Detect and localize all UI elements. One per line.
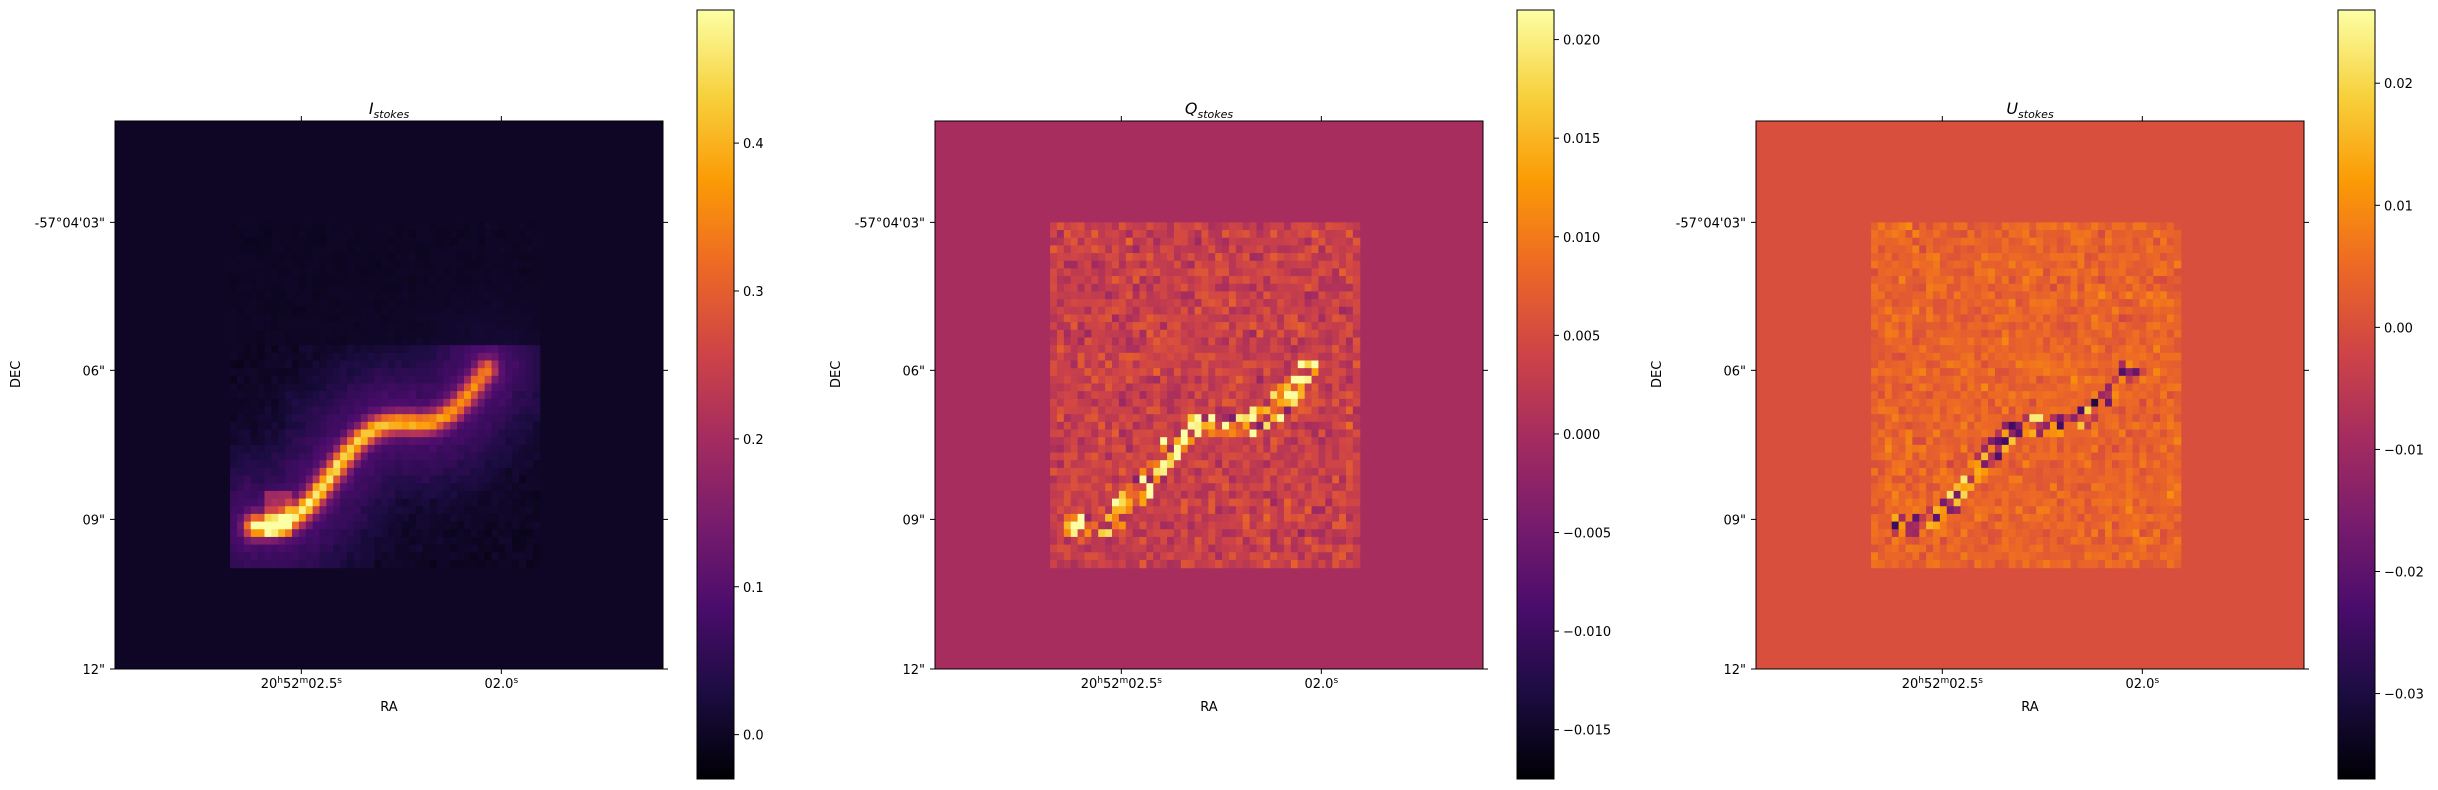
colorbar-tick-label: 0.00 [2384,321,2413,336]
y-tick-label: 12" [1723,663,1746,678]
colorbar-tick-label: 0.0 [743,729,764,744]
colorbar [1516,9,1555,780]
y-tick-label: -57°04'03" [1676,216,1746,231]
y-tick-label: 09" [1723,513,1746,528]
panel-title: Istokes [369,99,410,121]
colorbar-tick-label: 0.020 [1563,34,1600,49]
panel-u-stokes: Ustokes 20h52m02.5s 02.0s RA -57°04'03" 06" 09… [1650,9,2424,780]
y-tick-label: 12" [82,663,105,678]
y-tick-label: 09" [902,513,925,528]
y-tick-label: 06" [82,364,105,379]
colorbar-tick-label: 0.4 [743,137,764,152]
colorbar [696,9,735,780]
colorbar-tick-label: 0.015 [1563,132,1600,147]
image-pixels [1050,222,1361,569]
colorbar-tick-label: −0.01 [2384,443,2424,458]
x-tick-label: 20h52m02.5s [1902,676,1984,692]
colorbar-tick-label: 0.01 [2384,199,2413,214]
colorbar-tick-label: 0.010 [1563,231,1600,246]
axes-frame [114,120,664,670]
x-axis-label: RA [1200,700,1218,715]
x-tick-label: 02.0s [2126,676,2160,692]
image-pixels [230,222,541,569]
colorbar-tick-label: −0.02 [2384,565,2424,580]
x-tick-label: 20h52m02.5s [261,676,343,692]
y-tick-label: 09" [82,513,105,528]
y-tick-label: -57°04'03" [35,216,105,231]
x-axis-label: RA [380,700,398,715]
y-axis-label: DEC [829,361,844,388]
y-tick-label: 12" [902,663,925,678]
panel-i-stokes: Istokes 20h52m02.5s 02.0s RA -57°04'03" 06" 09… [9,9,764,780]
panel-title: Ustokes [2006,99,2054,121]
axes-frame [934,120,1484,670]
colorbar-tick-label: 0.1 [743,581,764,596]
y-tick-label: 06" [902,364,925,379]
y-axis-label: DEC [9,361,24,388]
axes-frame [1755,120,2305,670]
colorbar-tick-label: −0.005 [1563,527,1611,542]
colorbar-tick-label: 0.005 [1563,329,1600,344]
x-tick-label: 02.0s [1305,676,1339,692]
x-axis-label: RA [2021,700,2039,715]
y-tick-label: 06" [1723,364,1746,379]
colorbar-tick-label: 0.02 [2384,77,2413,92]
x-tick-label: 20h52m02.5s [1081,676,1163,692]
colorbar-tick-label: 0.2 [743,433,764,448]
colorbar-tick-label: −0.010 [1563,625,1611,640]
y-axis-label: DEC [1650,361,1665,388]
image-pixels [1871,222,2182,569]
x-tick-label: 02.0s [485,676,519,692]
colorbar-tick-label: 0.000 [1563,428,1600,443]
panel-title: Qstokes [1185,99,1234,121]
panel-q-stokes: Qstokes 20h52m02.5s 02.0s RA -57°04'03" 06" 09… [829,9,1611,780]
y-tick-label: -57°04'03" [855,216,925,231]
colorbar-tick-label: −0.03 [2384,688,2424,703]
colorbar-tick-label: −0.015 [1563,724,1611,739]
colorbar [2337,9,2376,780]
colorbar-tick-label: 0.3 [743,285,764,300]
